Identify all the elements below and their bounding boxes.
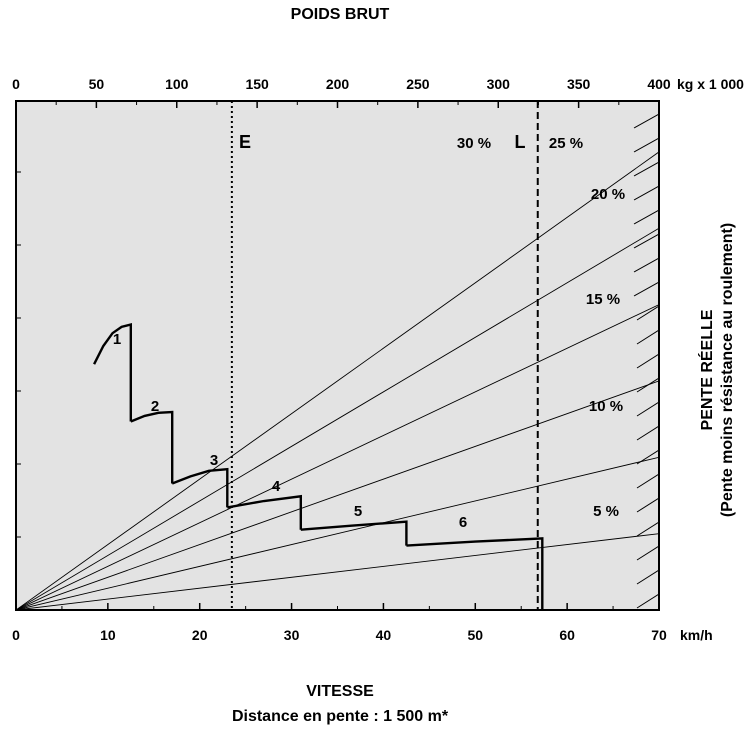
hatch-mark <box>636 401 659 417</box>
top-tick-label: 400 <box>647 76 671 92</box>
hatch-mark <box>612 101 613 102</box>
gear-label: 1 <box>113 331 121 348</box>
gear-curve <box>93 322 132 422</box>
top-tick-label: 100 <box>165 76 189 92</box>
hatch-mark <box>633 113 659 129</box>
hatch-mark <box>633 209 659 225</box>
hatch-mark <box>636 473 659 489</box>
limit-label: L <box>515 132 526 152</box>
grade-line <box>16 304 659 610</box>
hatch-mark <box>633 233 659 249</box>
gear-label: 2 <box>151 398 159 415</box>
grade-label: 15 % <box>586 291 620 308</box>
top-tick-label: 300 <box>487 76 511 92</box>
x-tick-label: 40 <box>376 627 392 643</box>
top-unit-label: kg x 1 000 <box>677 76 744 92</box>
hatch-mark <box>636 545 659 561</box>
gear-curve <box>130 410 174 484</box>
plot-content <box>16 101 659 610</box>
top-tick-label: 0 <box>12 76 20 92</box>
x-unit-label: km/h <box>680 627 713 643</box>
hatch-mark <box>636 521 659 537</box>
limit-label: E <box>239 132 251 152</box>
hatch-mark <box>636 593 659 609</box>
hatch-mark <box>633 161 659 177</box>
hatch-mark <box>633 281 659 297</box>
x-tick-label: 30 <box>284 627 300 643</box>
x-tick-label: 70 <box>651 627 667 643</box>
gear-label: 5 <box>354 503 362 520</box>
x-axis-label: VITESSE <box>306 683 374 700</box>
gear-label: 3 <box>210 452 218 469</box>
hatch-mark <box>636 329 659 345</box>
hatch-mark <box>636 425 659 441</box>
hatch-mark <box>596 101 597 102</box>
hatch-mark <box>516 101 517 102</box>
gear-label: 4 <box>272 478 281 495</box>
gear-curve <box>406 537 544 610</box>
chart-title: POIDS BRUT <box>290 6 390 23</box>
top-tick-label: 250 <box>406 76 430 92</box>
x-tick-label: 50 <box>467 627 483 643</box>
grade-line <box>16 227 659 610</box>
grade-label: 30 % <box>457 135 491 152</box>
grade-line <box>16 151 659 610</box>
grade-label: 25 % <box>549 135 583 152</box>
grade-label: 5 % <box>593 503 619 520</box>
hatch-mark <box>633 137 659 153</box>
top-tick-label: 350 <box>567 76 591 92</box>
hatch-mark <box>633 185 659 201</box>
x-tick-label: 60 <box>559 627 575 643</box>
hatch-mark <box>548 101 549 102</box>
hatch-mark <box>636 305 659 321</box>
hatch-mark <box>633 257 659 273</box>
x-tick-label: 0 <box>12 627 20 643</box>
hatch-mark <box>636 497 659 513</box>
top-tick-label: 50 <box>89 76 105 92</box>
hatch-mark <box>636 569 659 585</box>
gear-curve <box>300 520 408 546</box>
hatch-mark <box>532 101 533 102</box>
gear-curve <box>227 494 302 530</box>
x-tick-label: 10 <box>100 627 116 643</box>
hatch-mark <box>636 353 659 369</box>
grade-line <box>16 533 659 610</box>
grade-line <box>16 456 659 610</box>
top-tick-label: 150 <box>245 76 269 92</box>
top-tick-label: 200 <box>326 76 350 92</box>
hatch-mark <box>628 101 629 102</box>
y-axis-label: PENTE RÉELLE <box>699 309 716 431</box>
gear-curve <box>171 467 229 508</box>
y-axis-sublabel: (Pente moins résistance au roulement) <box>719 222 736 518</box>
grade-label: 10 % <box>589 398 623 415</box>
grade-label: 20 % <box>591 186 625 203</box>
grade-line <box>16 380 659 610</box>
chart-subtitle: Distance en pente : 1 500 m* <box>231 708 449 725</box>
gear-label: 6 <box>459 514 467 531</box>
x-tick-label: 20 <box>192 627 208 643</box>
hatch-marks <box>500 101 659 609</box>
